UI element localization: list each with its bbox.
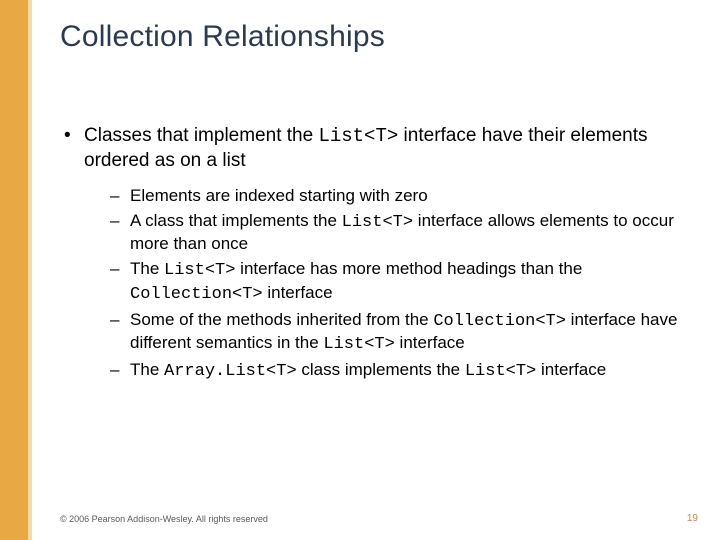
text-span: interface xyxy=(395,333,465,352)
text-span: interface has more method headings than … xyxy=(235,259,582,278)
sub-bullet: Some of the methods inherited from the C… xyxy=(130,309,690,356)
sub-bullet: A class that implements the List<T> inte… xyxy=(130,210,690,255)
sub-bullet: The List<T> interface has more method he… xyxy=(130,258,690,305)
slide-content: Collection Relationships Classes that im… xyxy=(60,20,690,510)
code-span: List<T> xyxy=(323,335,394,354)
text-span: A class that implements the xyxy=(130,211,342,230)
slide-title: Collection Relationships xyxy=(60,20,690,54)
text-span: Some of the methods inherited from the xyxy=(130,310,433,329)
sub-bullet: Elements are indexed starting with zero xyxy=(130,185,690,206)
page-number: 19 xyxy=(687,513,698,524)
main-bullet: Classes that implement the List<T> inter… xyxy=(84,124,690,173)
text-span: class implements the xyxy=(297,360,465,379)
left-border-bar xyxy=(0,0,28,540)
text-span: Elements are indexed starting with zero xyxy=(130,186,428,205)
main-bullet-pre: Classes that implement the xyxy=(84,125,318,146)
sub-bullet-list: Elements are indexed starting with zero A… xyxy=(130,185,690,383)
code-span: List<T> xyxy=(465,362,536,381)
sub-bullet: The Array.List<T> class implements the L… xyxy=(130,359,690,382)
text-span: interface xyxy=(263,283,333,302)
text-span: The xyxy=(130,360,164,379)
code-span: Array.List<T> xyxy=(164,362,297,381)
left-border-inner-bar xyxy=(28,0,32,540)
text-span: The xyxy=(130,259,164,278)
code-span: List<T> xyxy=(164,261,235,280)
copyright-footer: © 2006 Pearson Addison-Wesley. All right… xyxy=(60,514,268,524)
main-bullet-code: List<T> xyxy=(318,125,398,147)
code-span: List<T> xyxy=(342,213,413,232)
code-span: Collection<T> xyxy=(433,312,566,331)
text-span: interface xyxy=(536,360,606,379)
code-span: Collection<T> xyxy=(130,285,263,304)
